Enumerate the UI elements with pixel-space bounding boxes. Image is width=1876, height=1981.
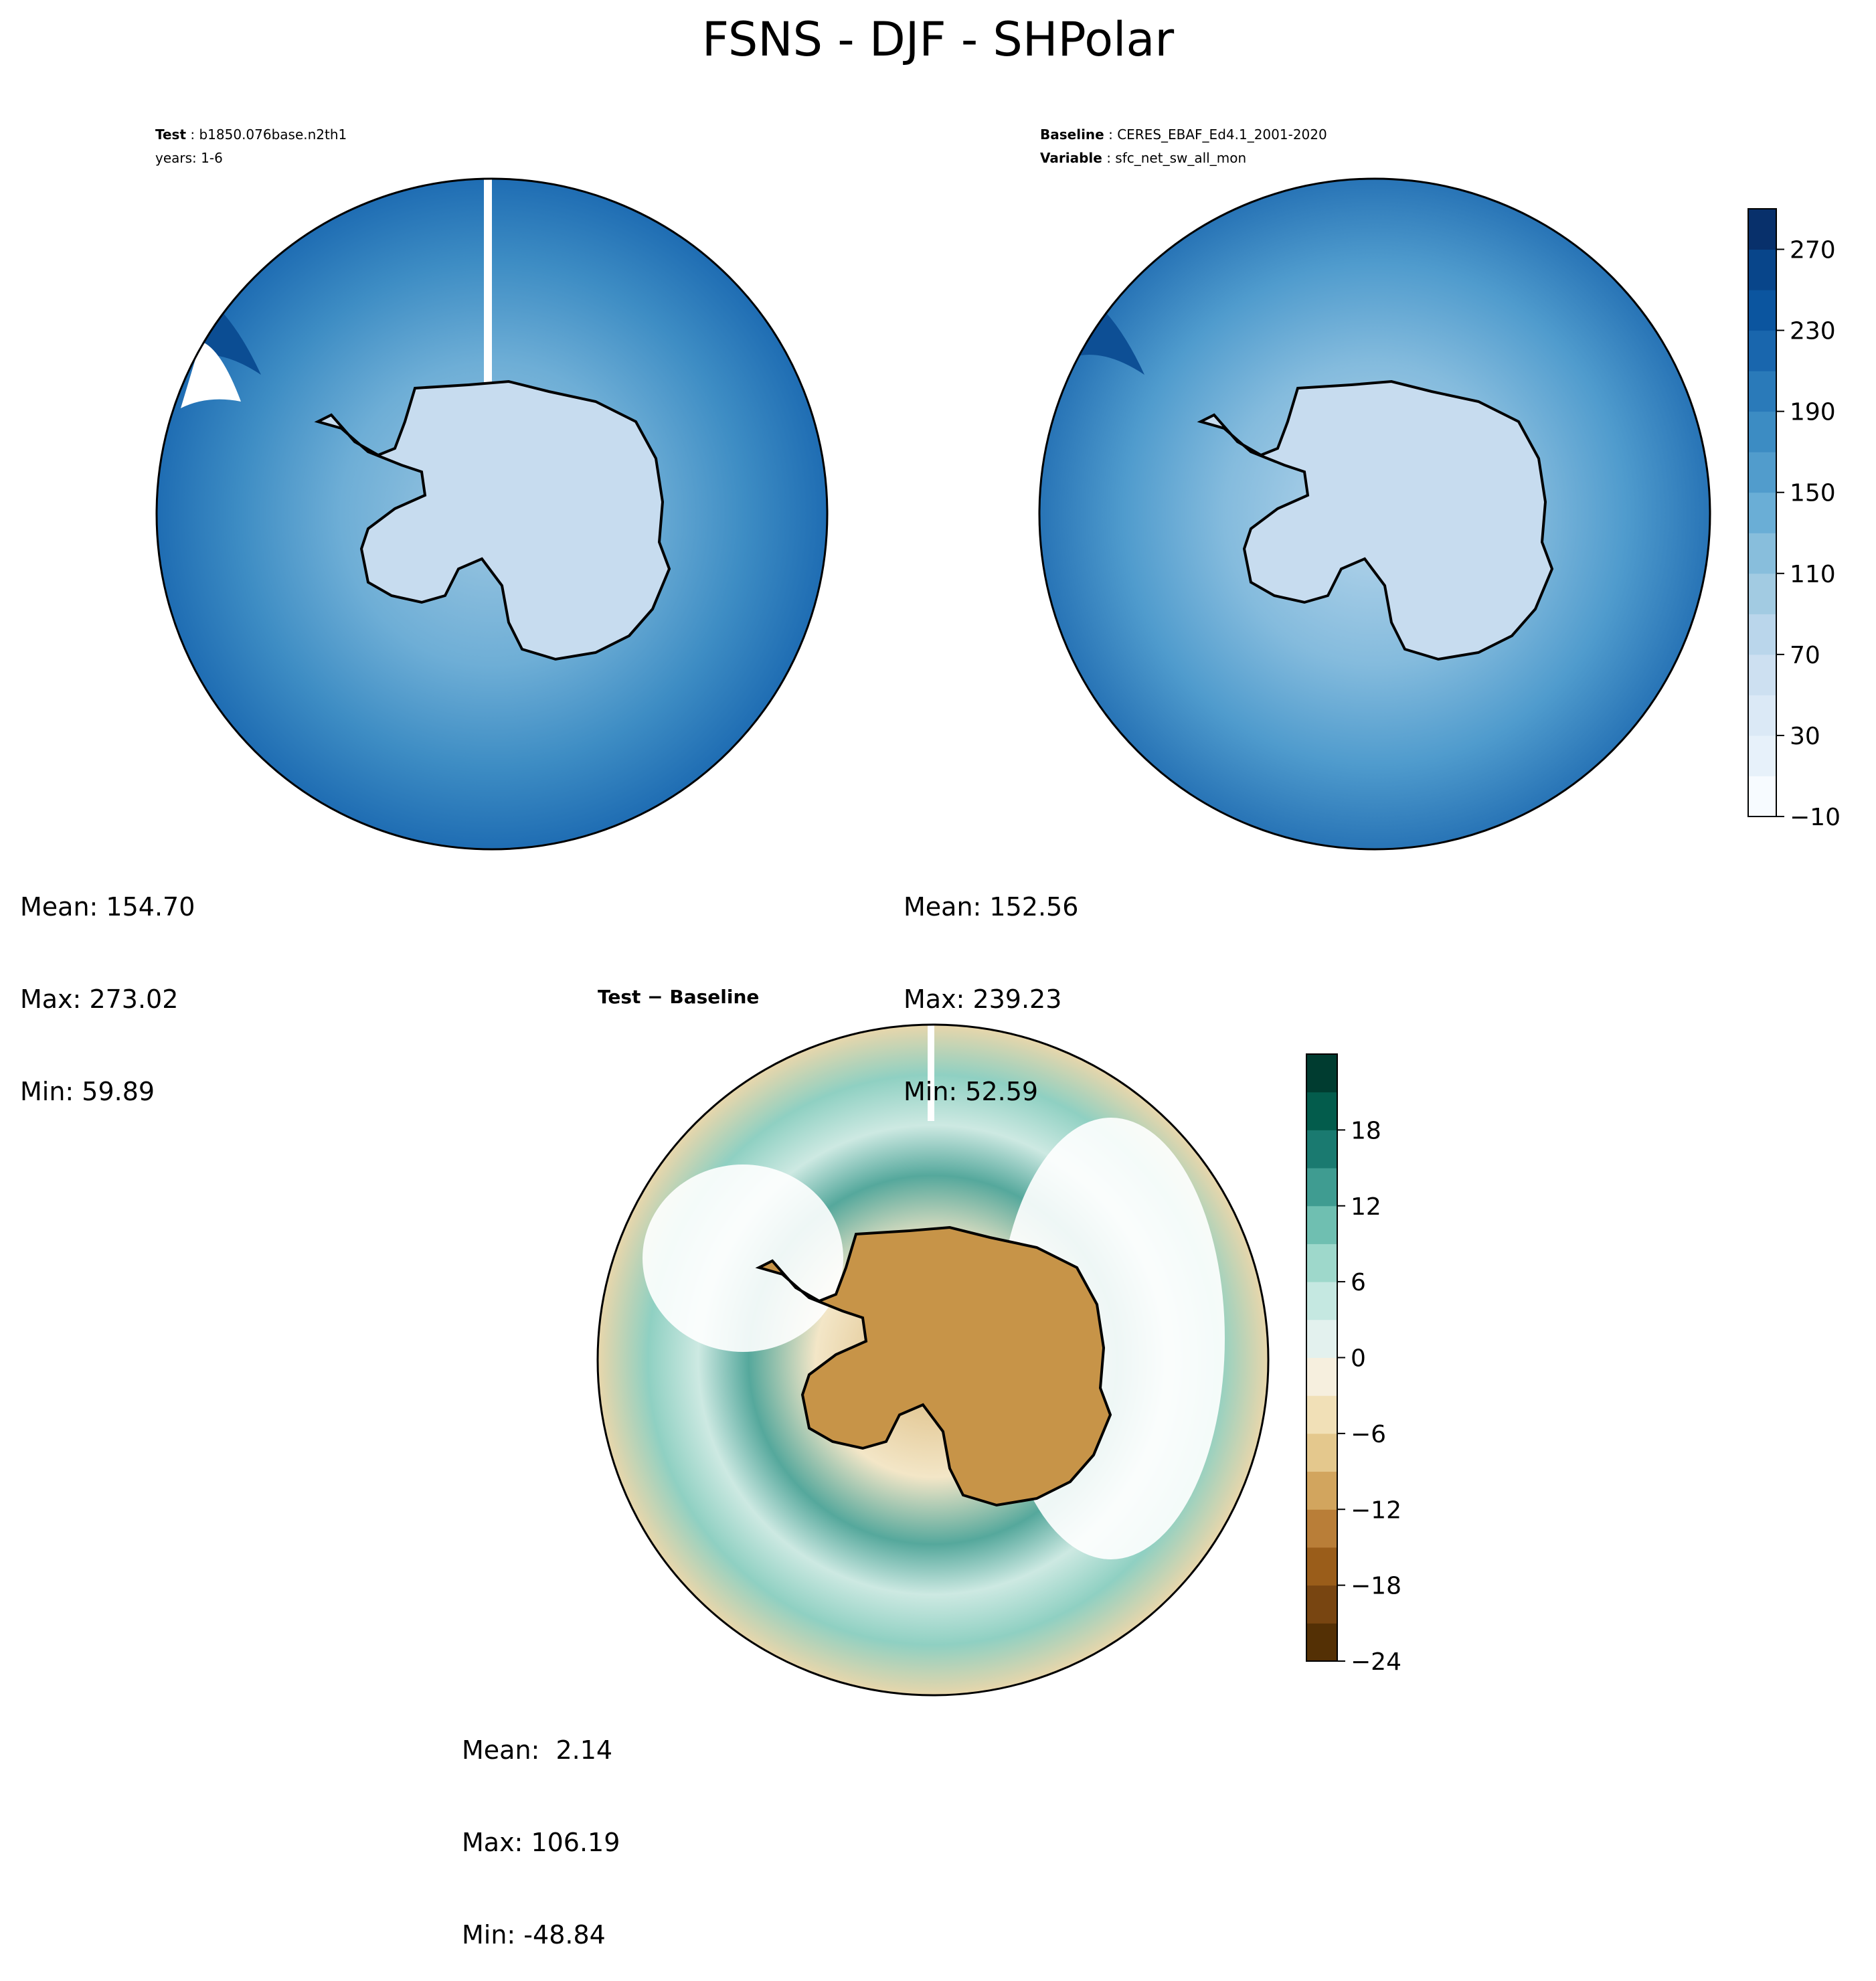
test-stats: Mean: 154.70 Max: 273.02 Min: 59.89 (20, 830, 195, 1138)
baseline-colorbar-color-segment (1748, 411, 1776, 452)
diff-max: Max: 106.19 (462, 1828, 620, 1857)
diff-seam (928, 1025, 934, 1121)
baseline-stats: Mean: 152.56 Max: 239.23 Min: 52.59 (904, 830, 1078, 1138)
diff-colorbar-color-segment (1306, 1547, 1337, 1586)
figure-canvas: 270 230 190 150 110 70 30 −10 18 12 6 0 −6 −12 −18 −24 (155, 177, 1841, 1697)
baseline-variable-key: Variable (1040, 150, 1102, 166)
baseline-label-key: Baseline (1040, 126, 1104, 143)
baseline-variable-name: sfc_net_sw_all_mon (1115, 150, 1247, 166)
baseline-colorbar-color-segment (1748, 533, 1776, 574)
baseline-case-name: CERES_EBAF_Ed4.1_2001-2020 (1117, 126, 1327, 143)
diff-colorbar-tick-label: −12 (1351, 1496, 1401, 1524)
test-seam (484, 179, 492, 388)
test-max: Max: 273.02 (20, 984, 179, 1014)
baseline-colorbar-color-segment (1748, 492, 1776, 533)
test-header: Test : b1850.076base.n2th1 years: 1-6 (155, 123, 347, 170)
baseline-mean: Mean: 152.56 (904, 892, 1079, 922)
diff-colorbar-color-segment (1306, 1130, 1337, 1169)
test-map-border (155, 177, 829, 851)
baseline-colorbar-color-segment (1748, 654, 1776, 695)
diff-colorbar-color-segment (1306, 1357, 1337, 1396)
diff-colorbar-tick-label: 0 (1351, 1345, 1366, 1373)
diff-colorbar-tick-label: 6 (1351, 1269, 1366, 1296)
baseline-max: Max: 239.23 (904, 984, 1062, 1014)
diff-colorbar-color-segment (1306, 1471, 1337, 1510)
baseline-map (1038, 177, 1711, 851)
baseline-header: Baseline : CERES_EBAF_Ed4.1_2001-2020 Va… (1040, 126, 1327, 166)
diff-colorbar-color-segment (1306, 1509, 1337, 1548)
diff-colorbar-color-segment (1306, 1319, 1337, 1358)
diff-map (596, 1023, 1270, 1697)
diff-colorbar-tick-label: 12 (1351, 1193, 1381, 1221)
diff-map-border (596, 1023, 1270, 1697)
diff-colorbar-color-segment (1306, 1092, 1337, 1130)
baseline-colorbar-tick-label: 110 (1790, 561, 1836, 588)
baseline-colorbar: 270 230 190 150 110 70 30 −10 (1747, 208, 1841, 831)
diff-colorbar-tick-label: 18 (1351, 1117, 1381, 1144)
baseline-colorbar-tick-label: 70 (1790, 642, 1820, 669)
baseline-colorbar-color-segment (1748, 249, 1776, 290)
baseline-min: Min: 52.59 (904, 1077, 1039, 1106)
diff-mean: Mean: 2.14 (462, 1735, 613, 1765)
baseline-colorbar-tick-label: 190 (1790, 399, 1836, 426)
diff-colorbar-color-segment (1306, 1623, 1337, 1662)
test-label-key: Test (155, 126, 187, 143)
diff-stats: Mean: 2.14 Max: 106.19 Min: -48.84 (462, 1673, 620, 1981)
baseline-colorbar-tick-label: −10 (1790, 804, 1841, 831)
test-min: Min: 59.89 (20, 1077, 155, 1106)
diff-colorbar-color-segment (1306, 1585, 1337, 1624)
baseline-colorbar-color-segment (1748, 209, 1776, 250)
baseline-colorbar-color-segment (1748, 452, 1776, 493)
test-years: years: 1-6 (155, 150, 223, 166)
diff-colorbar-tick-label: −24 (1351, 1648, 1401, 1676)
baseline-colorbar-color-segment (1748, 695, 1776, 736)
diff-colorbar-color-segment (1306, 1433, 1337, 1472)
baseline-colorbar-color-segment (1748, 573, 1776, 614)
baseline-colorbar-color-segment (1748, 735, 1776, 776)
diff-colorbar-tick-label: −6 (1351, 1421, 1386, 1448)
baseline-colorbar-tick-label: 30 (1790, 723, 1820, 750)
baseline-colorbar-tick-label: 150 (1790, 480, 1836, 507)
baseline-colorbar-color-segment (1748, 371, 1776, 412)
diff-colorbar-color-segment (1306, 1395, 1337, 1434)
diff-missing-region-west (643, 1165, 843, 1352)
baseline-colorbar-color-segment (1748, 614, 1776, 655)
baseline-colorbar-frame (1747, 208, 1777, 817)
baseline-map-border (1038, 177, 1711, 851)
diff-colorbar: 18 12 6 0 −6 −12 −18 −24 (1306, 1053, 1401, 1676)
diff-colorbar-color-segment (1306, 1282, 1337, 1320)
diff-colorbar-tick-label: −18 (1351, 1573, 1401, 1600)
diff-colorbar-color-segment (1306, 1168, 1337, 1207)
test-mean: Mean: 154.70 (20, 892, 195, 922)
baseline-colorbar-tick-label: 230 (1790, 318, 1836, 345)
test-map (155, 177, 829, 851)
diff-colorbar-color-segment (1306, 1243, 1337, 1282)
diff-colorbar-color-segment (1306, 1205, 1337, 1244)
diff-header: Test − Baseline (598, 986, 760, 1008)
diff-colorbar-color-segment (1306, 1054, 1337, 1093)
baseline-colorbar-color-segment (1748, 330, 1776, 371)
test-case-name: b1850.076base.n2th1 (199, 126, 347, 143)
diff-min: Min: -48.84 (462, 1920, 606, 1950)
figure-title: FSNS - DJF - SHPolar (701, 12, 1175, 67)
baseline-colorbar-color-segment (1748, 290, 1776, 331)
baseline-colorbar-color-segment (1748, 776, 1776, 817)
baseline-colorbar-tick-label: 270 (1790, 237, 1836, 264)
